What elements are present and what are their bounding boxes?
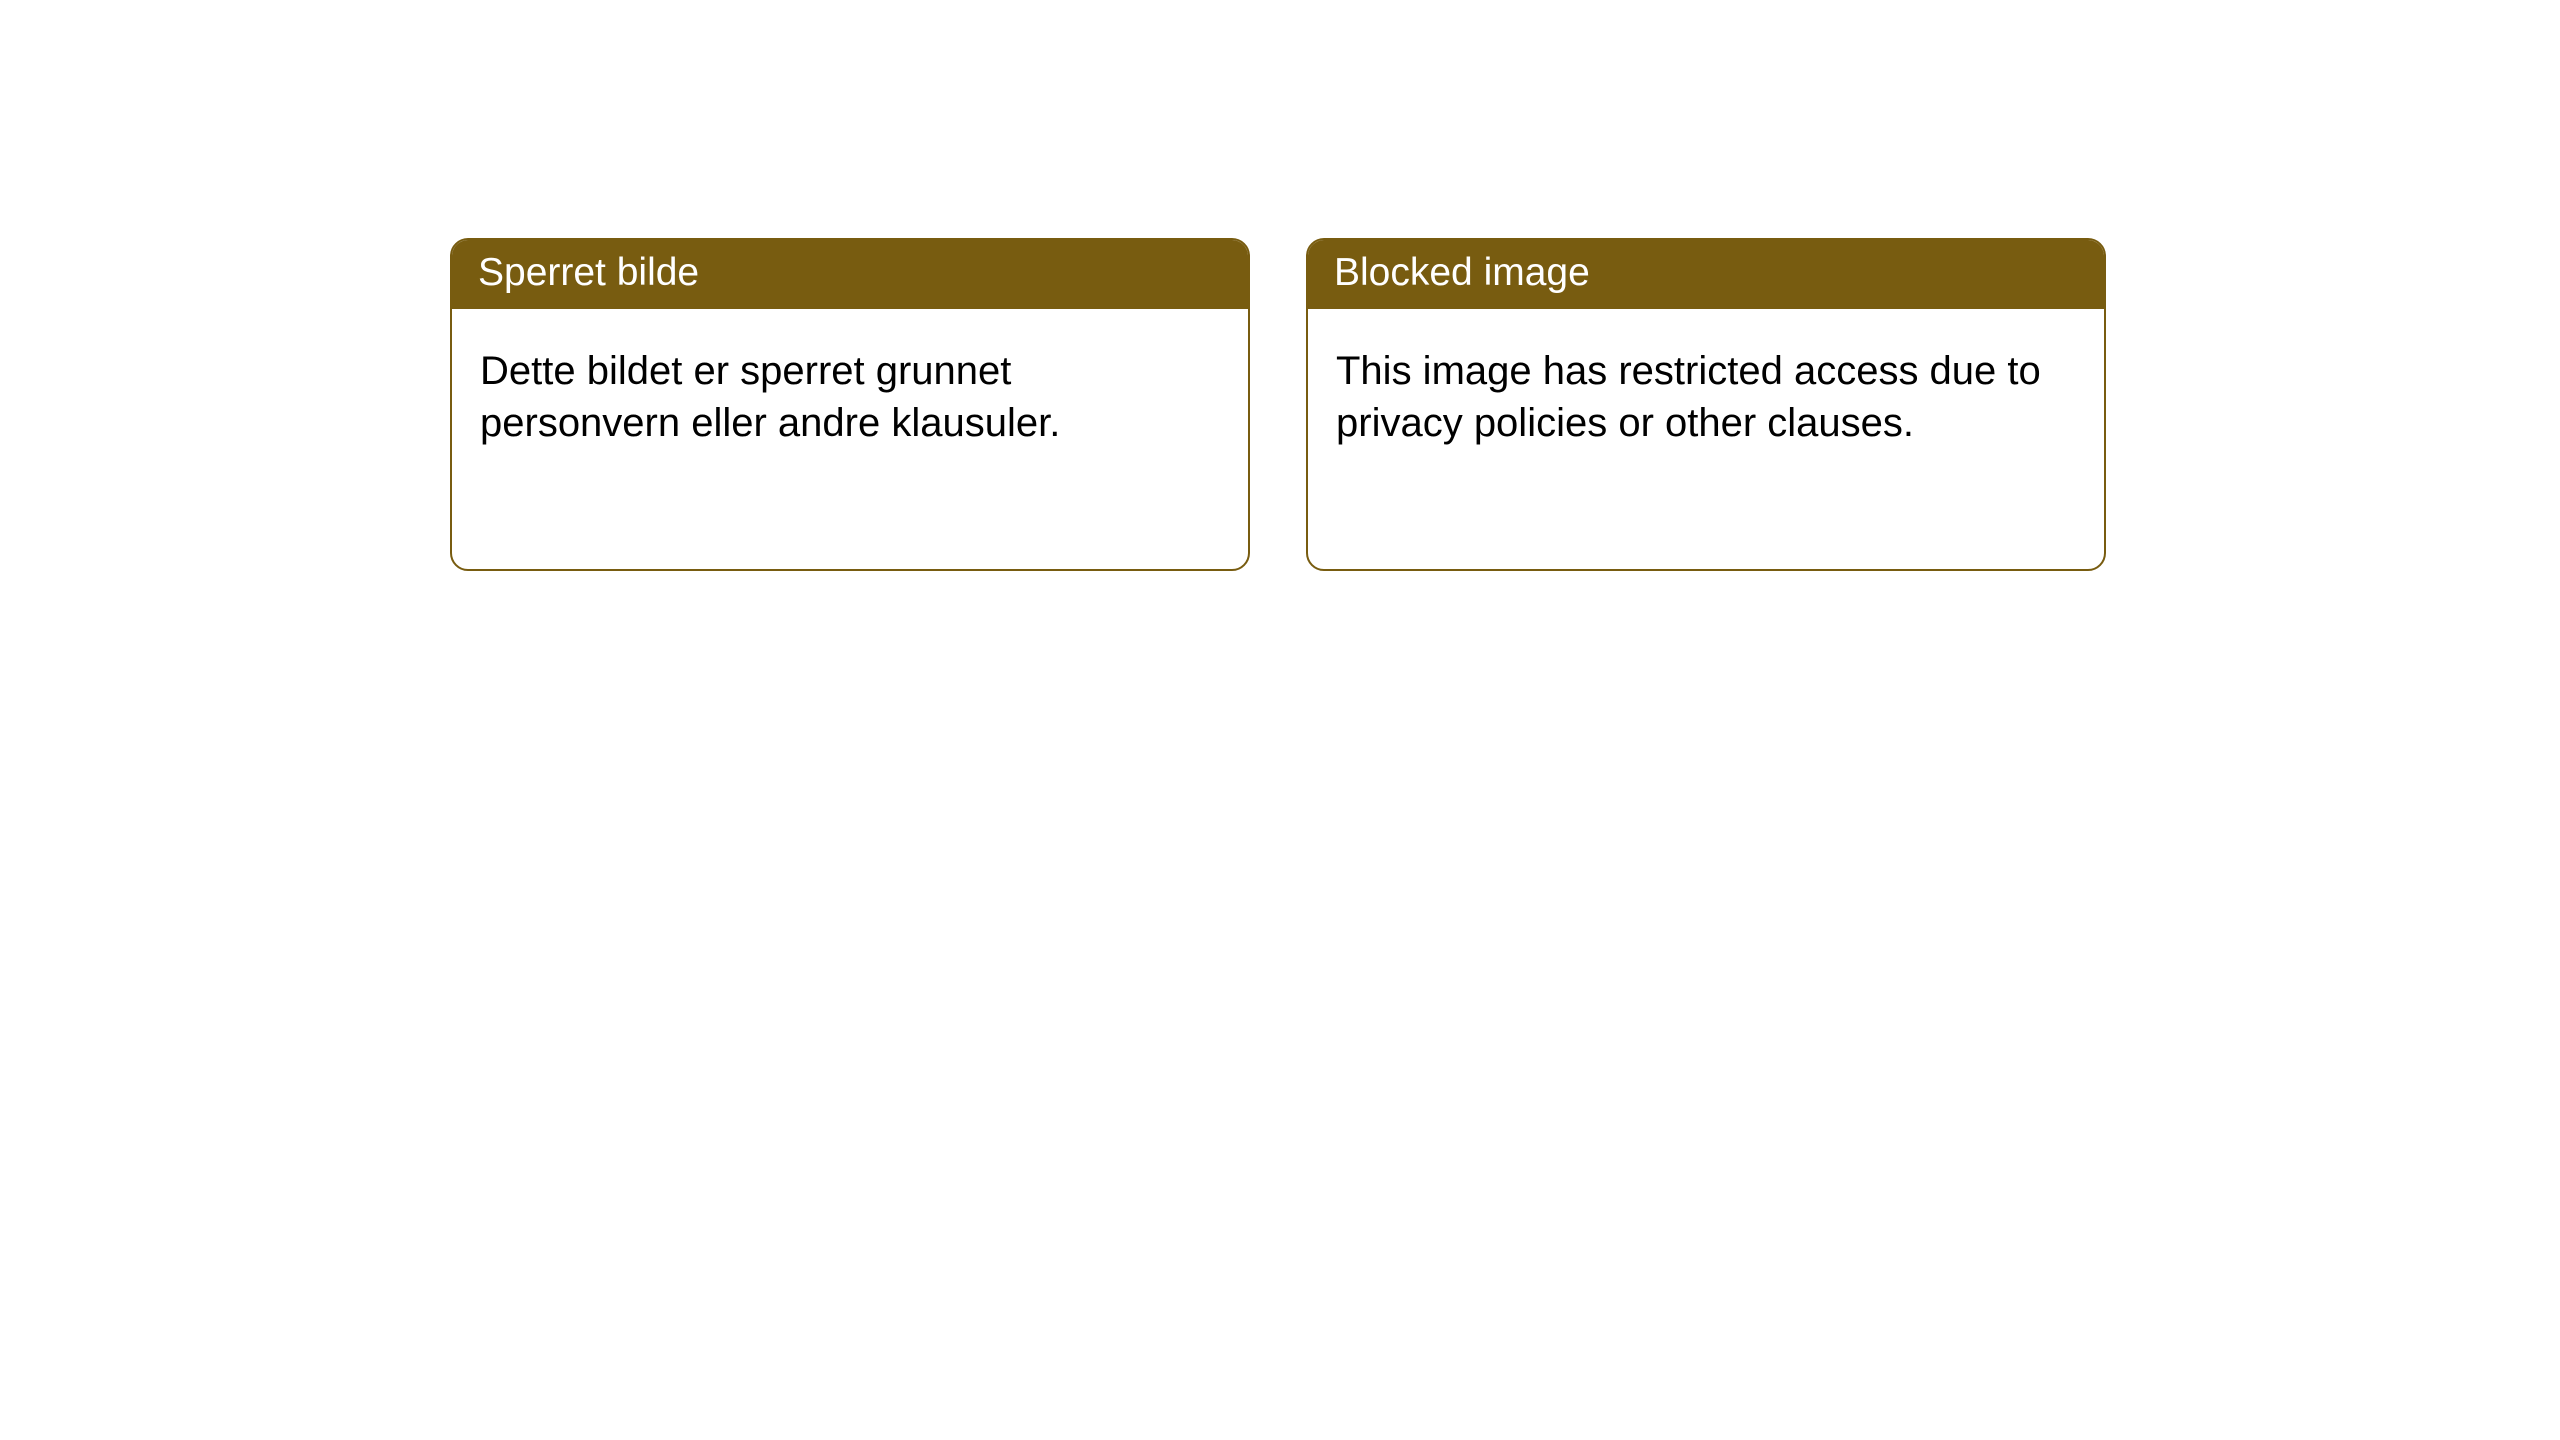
- card-body: This image has restricted access due to …: [1308, 309, 2104, 485]
- card-title: Sperret bilde: [478, 251, 699, 294]
- card-message: This image has restricted access due to …: [1336, 349, 2041, 445]
- card-title: Blocked image: [1334, 251, 1590, 294]
- card-header: Blocked image: [1308, 240, 2104, 309]
- card-body: Dette bildet er sperret grunnet personve…: [452, 309, 1248, 485]
- card-header: Sperret bilde: [452, 240, 1248, 309]
- notice-container: Sperret bilde Dette bildet er sperret gr…: [0, 0, 2560, 571]
- card-message: Dette bildet er sperret grunnet personve…: [480, 349, 1060, 445]
- notice-card-norwegian: Sperret bilde Dette bildet er sperret gr…: [450, 238, 1250, 571]
- notice-card-english: Blocked image This image has restricted …: [1306, 238, 2106, 571]
